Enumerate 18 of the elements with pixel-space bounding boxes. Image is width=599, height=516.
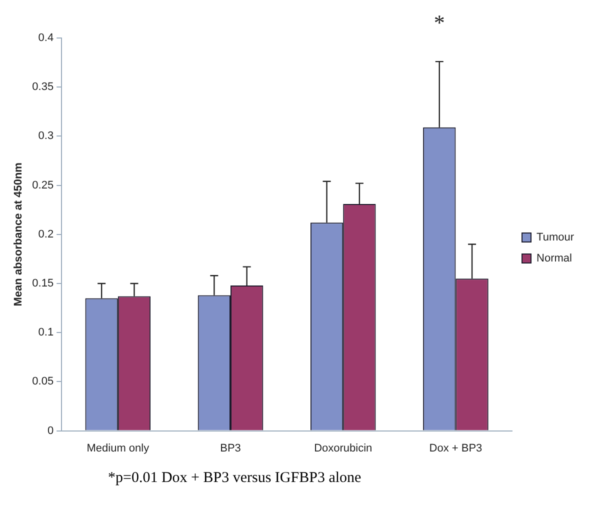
legend-label: Tumour [536,232,574,244]
text: *p=0.01 Dox + BP3 versus IGFBP3 alone [108,470,362,487]
y-tick-label: 0.05 [32,376,54,388]
y-tick-label: 0.2 [38,228,54,240]
y-tick-label: 0.25 [32,179,54,192]
y-tick-label: 0.1 [38,326,54,339]
x-tick-label: BP3 [220,442,241,454]
y-axis-title: Mean absorbance at 450nm [12,162,25,306]
y-tick-label: 0.35 [32,81,54,94]
y-tick-label: 0 [47,424,54,437]
x-tick-label: Dox + BP3 [429,442,482,454]
text: * [434,10,445,35]
x-tick-label: Medium only [86,442,150,454]
y-tick-label: 0.4 [38,32,54,44]
y-tick-label: 0.3 [38,130,54,142]
legend-label: Normal [536,252,572,265]
x-tick-label: Doxorubicin [314,442,372,454]
y-tick-label: 0.15 [32,278,54,290]
